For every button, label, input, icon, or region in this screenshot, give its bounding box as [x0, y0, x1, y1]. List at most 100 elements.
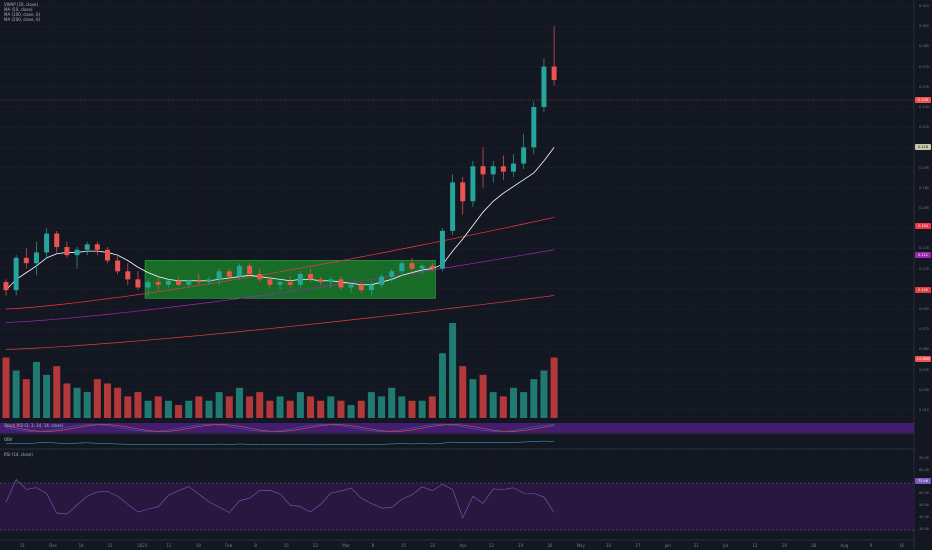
date-tick: Jul [723, 543, 729, 548]
candle-body [379, 276, 385, 285]
candle-body [399, 263, 405, 272]
ma-mid-line [5, 217, 555, 310]
volume-bar [276, 396, 284, 418]
volume-bar [388, 387, 396, 418]
candle-body [257, 273, 263, 280]
price-tick: 0.120 [919, 266, 930, 271]
date-tick: 17 [635, 543, 641, 548]
volume-bar [164, 400, 172, 418]
candle-body [368, 284, 374, 291]
volume-bar [378, 396, 386, 418]
legend-ma100: MA (100, close, 0) [4, 12, 41, 17]
volume-bar [540, 370, 548, 418]
volume-bar [256, 392, 264, 418]
candle-body [115, 260, 121, 272]
ma-slow-line [5, 249, 555, 323]
candle-body [328, 279, 334, 283]
candle-body [3, 282, 9, 291]
candle-body [348, 284, 354, 288]
date-tick: 19 [781, 543, 787, 548]
candle-body [308, 273, 313, 280]
volume-bar [2, 357, 10, 418]
candle-body [389, 271, 395, 277]
price-tick: 0.270 [919, 64, 930, 69]
volume-bar [286, 400, 294, 418]
volume-bar [195, 396, 203, 418]
date-tick: 15 [400, 543, 406, 548]
date-tick: 18 [195, 543, 201, 548]
volume-bar [408, 400, 416, 418]
candle-body [135, 279, 141, 288]
candle-body [409, 263, 415, 269]
candle-body [105, 249, 110, 261]
volume-bar [347, 405, 355, 418]
volume-bar [428, 396, 436, 418]
obv-path [5, 440, 555, 446]
candle-body [33, 252, 39, 264]
volume-bar [235, 387, 243, 418]
volume-bar [22, 379, 30, 418]
price-tick: 0.240 [919, 105, 930, 109]
candle-body [470, 166, 476, 202]
last-price-badge: 0.230 [915, 97, 931, 103]
rsi-tick: 80.00 [919, 467, 930, 472]
volume-bar [459, 366, 467, 418]
stoch-rsi-pane [0, 423, 914, 433]
candle-body [551, 66, 557, 81]
date-tick: 26 [547, 543, 553, 548]
volume-bar [357, 400, 365, 418]
legend-vwap: VWAP (20, close) [4, 2, 38, 7]
volume-bar [296, 392, 304, 418]
volume-bar [489, 392, 497, 418]
candle-body [541, 66, 547, 107]
volume-bar [550, 357, 558, 418]
candle-body [419, 265, 425, 269]
price-tick: 0.045 [919, 367, 930, 372]
date-tick: 21 [107, 543, 113, 548]
candle-body [44, 233, 50, 253]
date-tick: 21 [20, 543, 26, 548]
date-tick: 15 [283, 543, 289, 548]
candle-body [54, 233, 60, 248]
volume-bar [317, 400, 325, 418]
volume-bar [307, 396, 314, 418]
volume-bar [73, 387, 81, 418]
rsi-tick: 30.00 [919, 526, 930, 531]
price-tick: 0.075 [919, 327, 930, 332]
grid [0, 5, 914, 411]
volume-bar [479, 374, 487, 418]
price-tick: 0.195 [919, 165, 930, 170]
candle-body [439, 230, 445, 269]
candle-body [125, 271, 131, 280]
ma-mid-badge: 0.134 [915, 223, 931, 229]
candle-body [267, 279, 273, 285]
date-tick: Dec [49, 543, 58, 548]
price-tick: 0.060 [919, 347, 930, 352]
candles [3, 26, 557, 296]
volume-bar [83, 392, 91, 418]
volume-bar [32, 361, 40, 418]
rsi-tick: 40.00 [919, 515, 930, 519]
candle-body [247, 265, 253, 274]
volume-bar [469, 379, 477, 418]
date-tick: 21 [693, 543, 699, 548]
volume-bar [185, 400, 193, 418]
volume-bar [104, 383, 111, 418]
price-tick: 0.090 [919, 307, 930, 311]
rsi-line [5, 479, 555, 519]
candle-body [480, 166, 486, 175]
candle-body [318, 279, 324, 283]
price-tick: 0.225 [919, 125, 930, 130]
candle-body [297, 273, 303, 285]
price-tick: 0.315 [919, 4, 930, 8]
candle-body [511, 163, 516, 172]
chart-legend: VWAP (20, close) MA (50, close) MA (100,… [4, 2, 40, 22]
price-tick: 0.015 [919, 408, 930, 412]
price-tick: 0.255 [919, 84, 930, 89]
ma-long-line [5, 295, 555, 350]
date-tick: 16 [899, 543, 905, 548]
date-tick: 26 [811, 543, 817, 548]
volume-bar [43, 374, 51, 418]
